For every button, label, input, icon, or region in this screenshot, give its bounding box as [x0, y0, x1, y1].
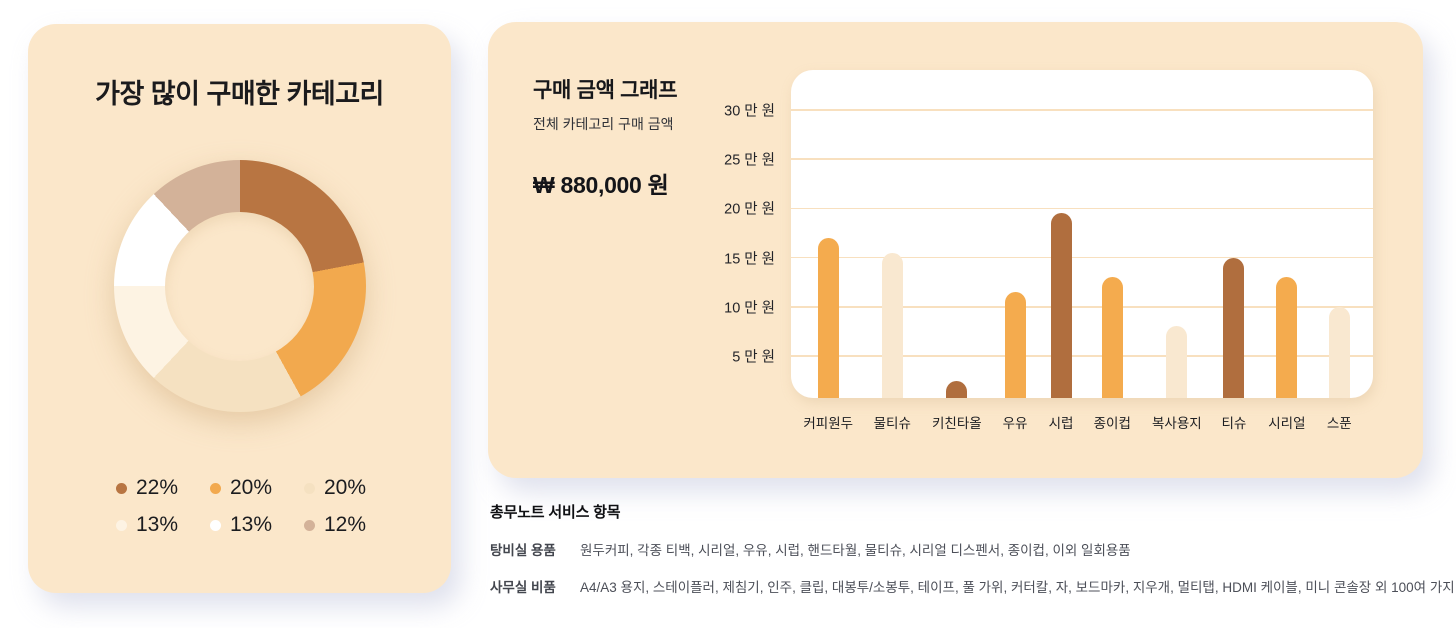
- legend-dot-icon: [304, 482, 315, 494]
- gridline: [791, 109, 1373, 111]
- legend-item: 22%: [116, 476, 210, 500]
- y-tick-label: 15 만 원: [724, 251, 775, 268]
- legend-item: 20%: [304, 476, 398, 500]
- bar-복사용지: [1166, 326, 1188, 398]
- y-tick-label: 25 만 원: [724, 152, 775, 169]
- gridline: [791, 256, 1373, 259]
- service-row-content: 원두커피, 각종 티백, 시리얼, 우유, 시럽, 핸드타월, 물티슈, 시리얼…: [580, 543, 1131, 558]
- donut-card-title: 가장 많이 구매한 카테고리: [95, 79, 384, 109]
- bar-커피원두: [817, 237, 839, 398]
- legend-label: 12%: [324, 513, 367, 536]
- legend-dot-icon: [210, 519, 221, 531]
- y-tick-label: 20 만 원: [724, 201, 775, 218]
- legend-dot-icon: [210, 482, 221, 494]
- x-axis-label: 키친타올: [932, 416, 982, 431]
- x-axis-label: 우유: [1002, 416, 1028, 431]
- bar-우유: [1004, 292, 1026, 398]
- service-section: 총무노트 서비스 항목 탕비실 용품 원두커피, 각종 티백, 시리얼, 우유,…: [490, 501, 1455, 596]
- bar-시럽: [1050, 213, 1072, 398]
- x-axis-label: 종이컵: [1093, 416, 1131, 431]
- bar-종이컵: [1101, 277, 1123, 398]
- legend-item: 13%: [210, 513, 304, 537]
- donut-legend: 22% 20% 20% 13% 13% 12%: [116, 476, 398, 537]
- legend-item: 12%: [304, 513, 398, 537]
- legend-label: 13%: [230, 513, 273, 536]
- legend-dot-icon: [304, 519, 315, 531]
- service-row: 탕비실 용품 원두커피, 각종 티백, 시리얼, 우유, 시럽, 핸드타월, 물…: [490, 539, 1430, 559]
- x-axis-label: 티슈: [1221, 416, 1247, 431]
- x-axis-label: 시리얼: [1268, 416, 1306, 431]
- bar-plot-area: [791, 70, 1373, 398]
- y-tick-label: 10 만 원: [724, 300, 775, 317]
- service-row-content: A4/A3 용지, 스테이플러, 제침기, 인주, 클립, 대봉투/소봉투, 테…: [580, 580, 1455, 595]
- legend-label: 20%: [324, 476, 367, 499]
- service-heading: 총무노트 서비스 항목: [490, 504, 621, 521]
- y-axis-ticks: 30 만 원 25 만 원 20 만 원 15 만 원 10 만 원 5 만 원: [488, 70, 775, 398]
- y-tick-label: 30 만 원: [724, 103, 775, 120]
- x-axis-label: 스푼: [1326, 416, 1352, 431]
- x-axis-label: 복사용지: [1152, 416, 1202, 431]
- purchase-amount-card: 구매 금액 그래프 전체 카테고리 구매 금액 ₩ 880,000 원 30 만…: [488, 22, 1423, 478]
- service-row: 사무실 비품 A4/A3 용지, 스테이플러, 제침기, 인주, 클립, 대봉투…: [490, 576, 1455, 596]
- gridline: [791, 158, 1373, 160]
- bar-스푼: [1328, 306, 1350, 398]
- gridline: [791, 355, 1373, 357]
- total-amount: ₩ 880,000 원: [533, 172, 669, 198]
- gridline: [791, 306, 1373, 308]
- service-row-label: 탕비실 용품: [490, 543, 556, 558]
- y-tick-label: 5 만 원: [732, 349, 775, 366]
- x-axis-label: 커피원두: [803, 416, 854, 431]
- legend-label: 20%: [230, 476, 273, 499]
- donut-chart: [113, 160, 366, 413]
- legend-label: 22%: [136, 476, 179, 499]
- x-axis-label: 물티슈: [873, 416, 911, 431]
- service-row-label: 사무실 비품: [490, 580, 556, 595]
- donut-hole: [165, 212, 314, 361]
- legend-label: 13%: [136, 513, 179, 536]
- bar-티슈: [1223, 257, 1245, 398]
- legend-dot-icon: [116, 482, 127, 494]
- legend-dot-icon: [116, 519, 127, 531]
- x-axis-labels: 커피원두 물티슈 키친타올 우유 시럽 종이컵 복사용지 티슈 시리얼 스푼: [791, 412, 1373, 436]
- bar-물티슈: [881, 252, 903, 398]
- legend-item: 13%: [116, 513, 210, 537]
- x-axis-label: 시럽: [1048, 416, 1074, 431]
- category-donut-card: 가장 많이 구매한 카테고리 22% 20% 20% 13% 13% 12%: [28, 24, 451, 593]
- bar-키친타올: [946, 380, 968, 398]
- bar-시리얼: [1276, 277, 1298, 398]
- bar-card-header: 구매 금액 그래프 전체 카테고리 구매 금액 ₩ 880,000 원: [533, 74, 678, 200]
- gridline: [791, 207, 1373, 210]
- bar-card-title: 구매 금액 그래프: [533, 79, 678, 102]
- legend-item: 20%: [210, 476, 304, 500]
- bar-card-subtitle: 전체 카테고리 구매 금액: [533, 116, 674, 132]
